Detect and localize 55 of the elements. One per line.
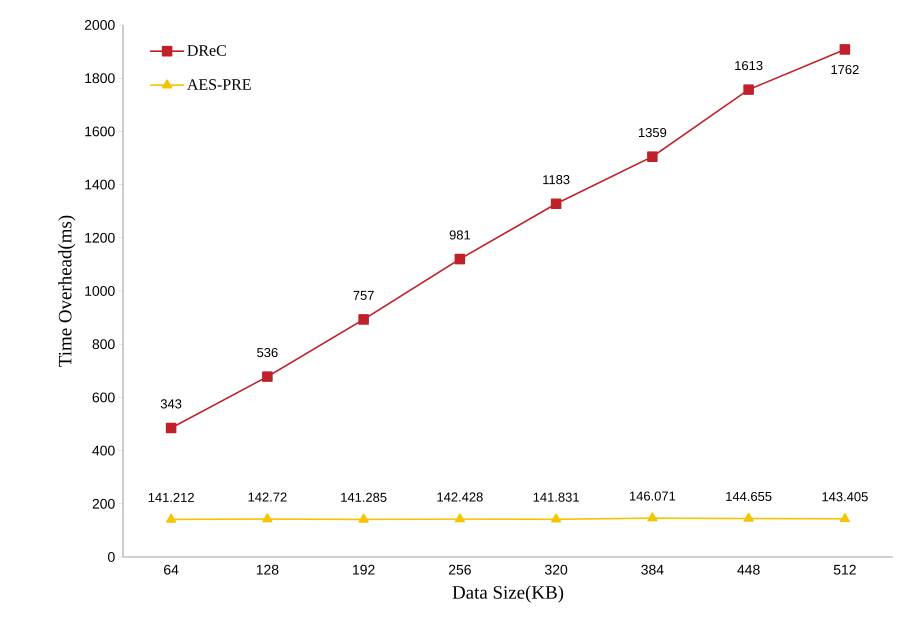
point: [647, 512, 658, 522]
data-label: 143.405: [822, 492, 868, 502]
data-label: 141.831: [534, 492, 579, 502]
point: [550, 198, 562, 210]
x-tick-label: 512: [834, 564, 856, 575]
point: [840, 44, 850, 55]
x-tick-label: 192: [353, 564, 375, 575]
annotation: 536: [257, 348, 278, 358]
point: [454, 254, 466, 264]
y-axis-title: Time Overhead(ms): [58, 216, 76, 367]
data-label: 141.285: [341, 492, 386, 502]
legend-label: DReC: [187, 45, 226, 56]
point: [743, 84, 754, 95]
y-tick-label: 1600: [85, 126, 115, 136]
x-tick-label: 384: [641, 564, 664, 575]
point: [358, 314, 369, 325]
data-label: 146.071: [630, 491, 676, 501]
point: [744, 512, 754, 522]
annotation: 1183: [543, 175, 570, 184]
y-tick-label: 800: [92, 339, 115, 350]
y-tick-label: 600: [92, 392, 115, 402]
point: [166, 422, 176, 434]
annotation: 1613: [735, 60, 762, 70]
data-label: 144.655: [726, 492, 772, 501]
y-tick-label: 0: [108, 552, 115, 562]
y-tick-label: 2000: [84, 20, 115, 30]
point: [262, 513, 272, 522]
y-tick-label: 200: [92, 498, 115, 509]
point: [647, 151, 658, 162]
y-tick-label: 400: [92, 446, 115, 456]
point: [551, 513, 562, 523]
data-label: 142.428: [437, 492, 483, 502]
point: [358, 514, 369, 523]
point: [840, 513, 850, 522]
point: [166, 514, 176, 523]
annotation: 343: [160, 399, 182, 408]
x-tick-label: 448: [737, 564, 760, 575]
annotation: 1359: [638, 128, 666, 138]
y-tick-label: 1000: [85, 286, 115, 296]
x-tick-label: 128: [256, 564, 278, 575]
y-tick-label: 1800: [85, 73, 115, 84]
data-label: 141.212: [148, 492, 194, 502]
x-axis-title: Data Size(KB): [452, 585, 564, 603]
annotation: 1762: [831, 64, 859, 74]
x-tick-label: 256: [448, 564, 471, 575]
point: [454, 513, 465, 522]
annotation: 981: [450, 230, 470, 240]
legend-label: AES-PRE: [187, 79, 251, 90]
x-tick-label: 320: [545, 564, 568, 575]
annotation: 757: [353, 290, 374, 300]
y-tick-label: 1200: [85, 232, 115, 243]
point: [262, 371, 273, 382]
y-tick-label: 1400: [85, 180, 115, 190]
x-tick-label: 64: [164, 564, 178, 575]
data-label: 142.72: [248, 492, 287, 502]
